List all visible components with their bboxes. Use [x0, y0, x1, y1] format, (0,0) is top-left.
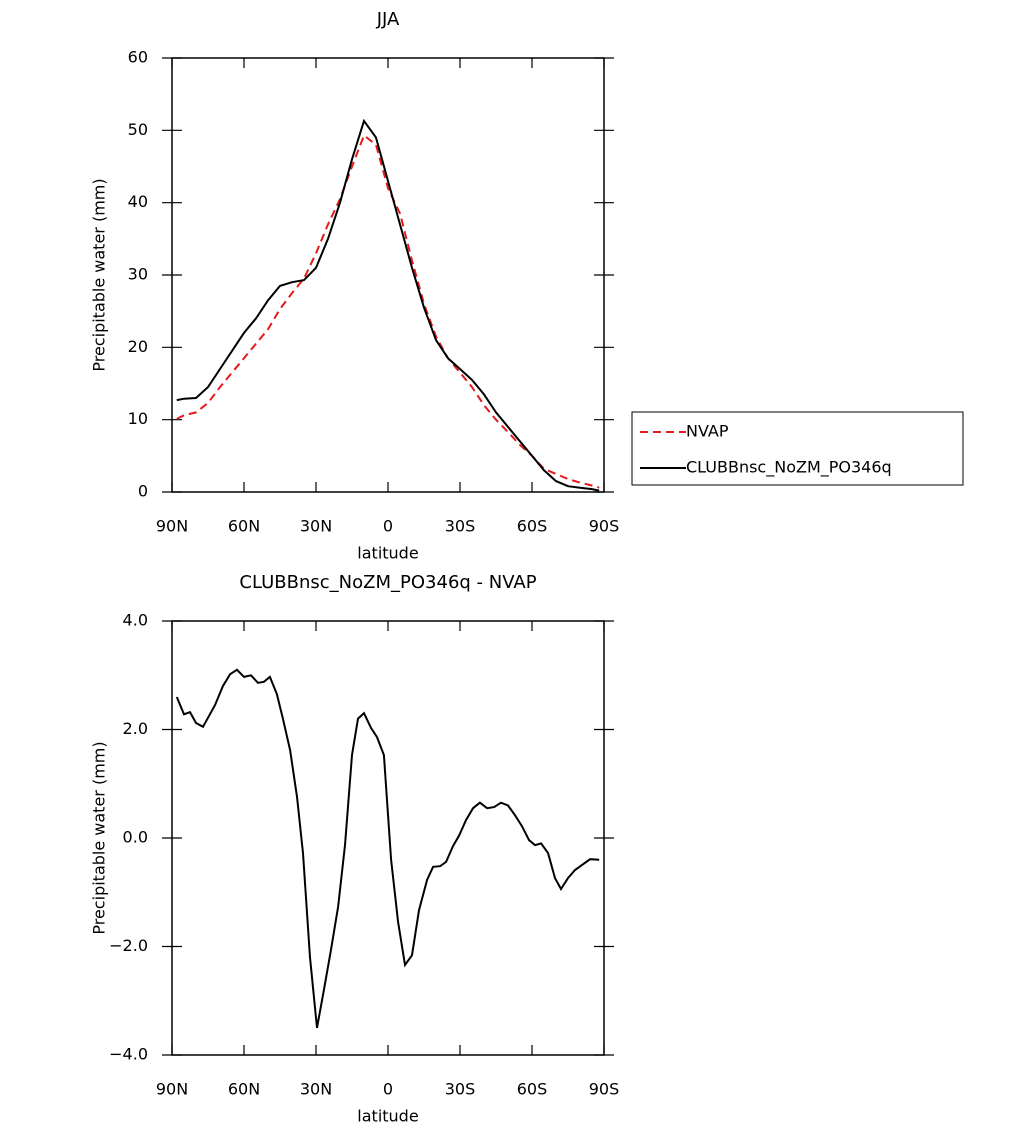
y-tick-label: −4.0 — [109, 1045, 148, 1064]
chart-title: JJA — [376, 9, 400, 30]
y-axis-label: Precipitable water (mm) — [90, 178, 109, 371]
x-tick-label: 30S — [445, 517, 476, 536]
y-tick-label: 0.0 — [123, 828, 148, 847]
chart-title: CLUBBnsc_NoZM_PO346q - NVAP — [239, 572, 536, 593]
x-tick-label: 90S — [589, 1080, 620, 1099]
x-axis-label: latitude — [357, 544, 418, 563]
y-tick-label: 50 — [128, 120, 148, 139]
plot-frame — [171, 57, 605, 493]
y-tick-label: 4.0 — [123, 611, 148, 630]
x-tick-label: 30S — [445, 1080, 476, 1099]
y-tick-label: 20 — [128, 337, 148, 356]
data-line — [176, 133, 600, 489]
legend-label: CLUBBnsc_NoZM_PO346q — [686, 458, 892, 478]
x-tick-label: 30N — [300, 517, 332, 536]
legend-box — [631, 411, 964, 486]
y-tick-label: 60 — [128, 48, 148, 67]
y-tick-label: −2.0 — [109, 936, 148, 955]
x-tick-label: 60N — [228, 1080, 260, 1099]
x-tick-label: 90N — [156, 517, 188, 536]
x-tick-label: 0 — [383, 517, 393, 536]
y-tick-label: 30 — [128, 265, 148, 284]
data-line — [175, 668, 600, 1029]
x-tick-label: 30N — [300, 1080, 332, 1099]
x-tick-label: 60N — [228, 517, 260, 536]
data-line — [176, 118, 600, 492]
x-tick-label: 60S — [517, 1080, 548, 1099]
x-tick-label: 0 — [383, 1080, 393, 1099]
y-tick-label: 10 — [128, 409, 148, 428]
x-axis-label: latitude — [357, 1107, 418, 1126]
x-tick-label: 90N — [156, 1080, 188, 1099]
y-tick-label: 40 — [128, 192, 148, 211]
x-tick-label: 90S — [589, 517, 620, 536]
y-axis-label: Precipitable water (mm) — [90, 741, 109, 934]
y-tick-label: 2.0 — [123, 719, 148, 738]
legend-label: NVAP — [686, 422, 729, 441]
x-tick-label: 60S — [517, 517, 548, 536]
plot-frame — [171, 620, 605, 1056]
y-tick-label: 0 — [138, 482, 148, 501]
